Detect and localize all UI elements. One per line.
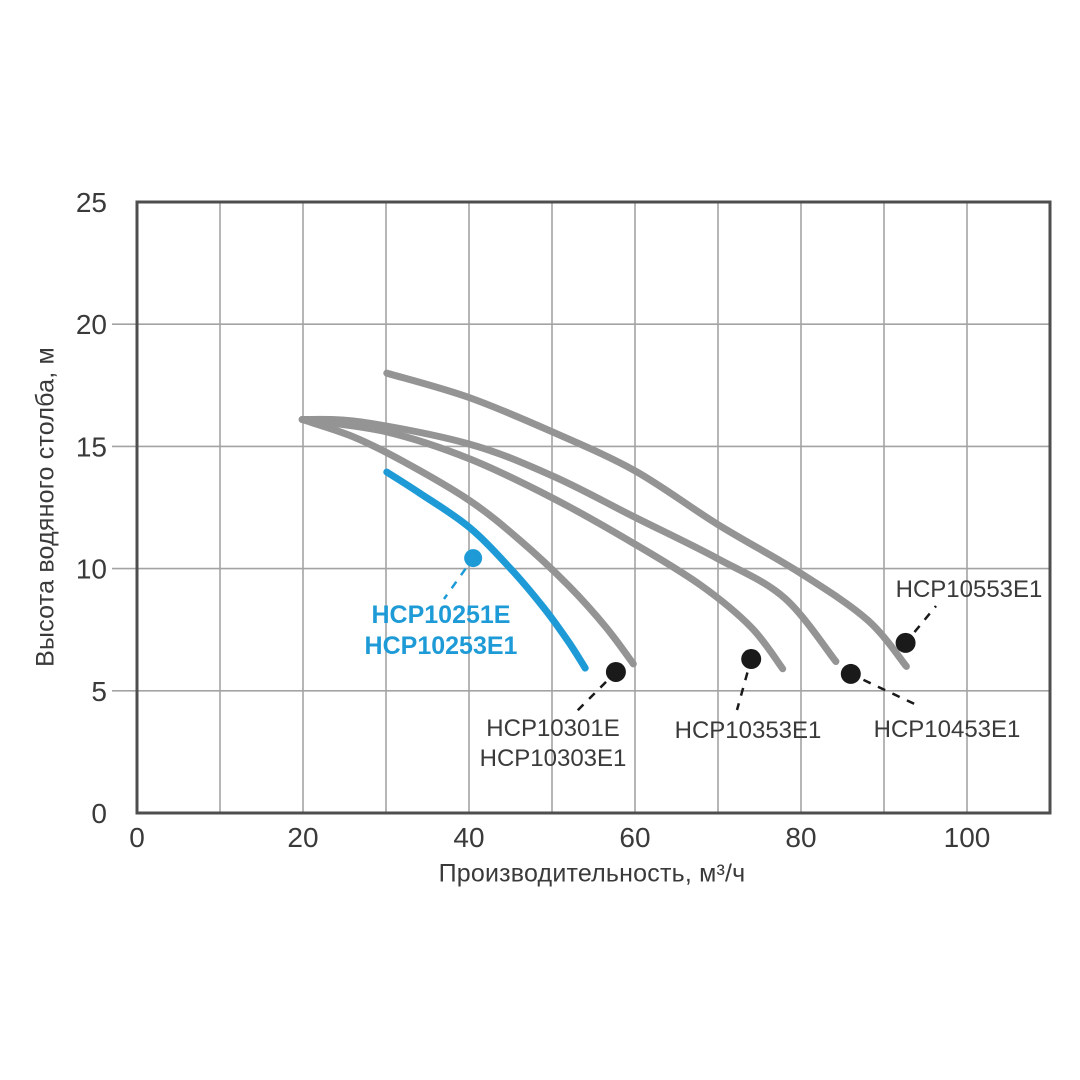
curve-HCP10353E1 [298, 416, 787, 673]
y-tick-label: 25 [76, 187, 107, 218]
leader-HCP10353E1 [735, 672, 749, 711]
x-tick-label: 20 [287, 822, 318, 853]
x-tick-label: 60 [619, 822, 650, 853]
y-axis-title: Высота водяного столба, м [31, 347, 60, 667]
leader-HCP10453E1 [862, 678, 922, 709]
curve-label-HCP10251E-HCP10253E1: HCP10251E [372, 601, 511, 629]
curve-HCP10453E1 [298, 415, 840, 665]
curves [298, 369, 910, 673]
marker-HCP10353E1 [741, 649, 762, 670]
y-tick-label: 15 [76, 431, 107, 462]
y-tick-label: 20 [76, 309, 107, 340]
leader-HCP10553E1 [913, 605, 937, 633]
annotations: HCP10553E1 HCP10453E1 HCP10353E1 HCP10301E H… [365, 549, 1043, 772]
marker-HCP10553E1 [895, 632, 916, 653]
curve-label-HCP10301E-HCP10303E1: HCP10303E1 [480, 745, 627, 772]
leader-HCP10251E-HCP10253E1 [442, 567, 467, 600]
y-tick-label: 5 [91, 676, 107, 707]
x-tick-label: 80 [785, 822, 816, 853]
y-tick-label: 10 [76, 554, 107, 585]
x-tick-label: 40 [453, 822, 484, 853]
y-tick-label: 0 [91, 798, 107, 829]
curve-HCP10251E-HCP10253E1 [383, 468, 589, 672]
curve-label-HCP10301E-HCP10303E1: HCP10301E [486, 715, 619, 742]
marker-HCP10453E1 [840, 663, 861, 684]
x-tick-label: 0 [129, 822, 145, 853]
curve-HCP10553E1 [383, 369, 910, 670]
x-tick-label: 100 [944, 822, 991, 853]
curve-label-HCP10453E1: HCP10453E1 [874, 716, 1021, 743]
curve-label-HCP10251E-HCP10253E1: HCP10253E1 [365, 632, 518, 660]
x-axis-title: Производительность, м³/ч [438, 859, 746, 888]
leader-HCP10301E-HCP10303E1 [576, 681, 607, 712]
marker-HCP10301E-HCP10303E1 [605, 661, 626, 682]
plot-frame [135, 200, 1052, 815]
curve-HCP10301E-HCP10303E1 [298, 416, 637, 668]
marker-HCP10251E-HCP10253E1 [464, 549, 483, 568]
curve-label-HCP10353E1: HCP10353E1 [675, 717, 822, 744]
tick-labels: 0 20 40 60 80 100 0 5 10 15 20 25 [76, 187, 991, 853]
curve-label-HCP10553E1: HCP10553E1 [896, 576, 1043, 603]
